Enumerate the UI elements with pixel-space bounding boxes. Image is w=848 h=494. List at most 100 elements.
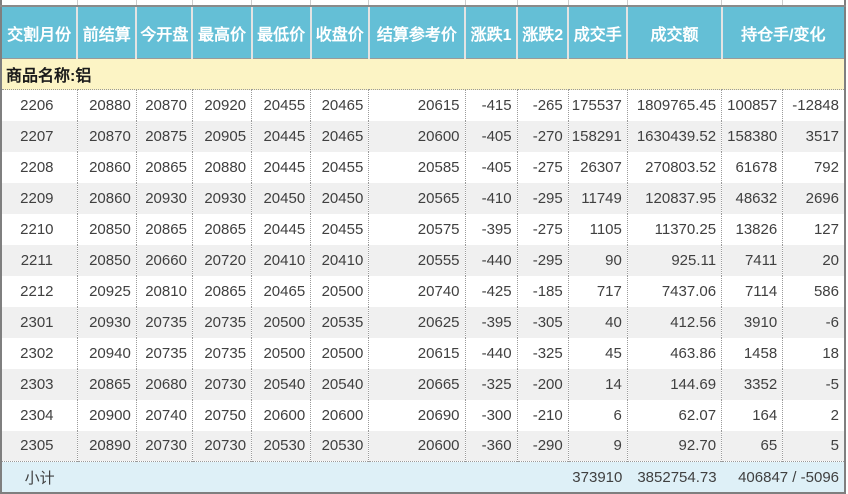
- stub-cell: [310, 0, 370, 7]
- value-cell: 20890: [77, 430, 137, 462]
- value-cell: 3910: [721, 306, 784, 338]
- contract-month-cell: 2209: [1, 182, 78, 214]
- value-cell: 717: [568, 275, 628, 307]
- value-cell: 20465: [251, 275, 312, 307]
- value-cell: 20555: [368, 244, 466, 276]
- value-cell: 20865: [77, 368, 137, 400]
- value-cell: 1630439.52: [627, 120, 723, 152]
- value-cell: 20730: [192, 368, 253, 400]
- value-cell: 20690: [368, 399, 466, 431]
- contract-row[interactable]: 2302 20940 20735 20735 20500 20500 20615 -440 -3…: [1, 337, 845, 369]
- value-cell: 20445: [251, 120, 312, 152]
- value-cell: -325: [517, 337, 569, 369]
- value-cell: 20850: [77, 213, 137, 245]
- subtotal-label: 小计: [1, 461, 78, 494]
- value-cell: 5: [782, 430, 845, 462]
- contract-row[interactable]: 2303 20865 20680 20730 20540 20540 20665 -325 -2…: [1, 368, 845, 400]
- value-cell: 62.07: [627, 399, 723, 431]
- value-cell: 270803.52: [627, 151, 723, 183]
- stub-cell: [517, 0, 569, 7]
- value-cell: 7114: [721, 275, 784, 307]
- value-cell: 90: [568, 244, 628, 276]
- contract-row[interactable]: 2208 20860 20865 20880 20445 20455 20585 -405 -2…: [1, 151, 845, 183]
- value-cell: 20575: [368, 213, 466, 245]
- value-cell: 20665: [368, 368, 466, 400]
- subtotal-empty-cell: [192, 461, 252, 494]
- commodity-group-row: 商品名称:铝: [1, 58, 845, 90]
- value-cell: -440: [465, 244, 518, 276]
- value-cell: -395: [465, 213, 518, 245]
- value-cell: -415: [465, 89, 518, 121]
- column-header: 今开盘: [136, 6, 194, 59]
- contract-month-cell: 2208: [1, 151, 78, 183]
- contract-row[interactable]: 2305 20890 20730 20730 20530 20530 20600 -360 -2…: [1, 430, 845, 462]
- value-cell: -200: [517, 368, 569, 400]
- value-cell: 20920: [192, 89, 253, 121]
- value-cell: -395: [465, 306, 518, 338]
- stub-cell: [1, 0, 78, 7]
- value-cell: -410: [465, 182, 518, 214]
- value-cell: -5: [782, 368, 845, 400]
- contract-month-cell: 2211: [1, 244, 78, 276]
- value-cell: 20535: [310, 306, 370, 338]
- value-cell: 20660: [136, 244, 193, 276]
- value-cell: 20: [782, 244, 845, 276]
- stub-cell: [627, 0, 723, 7]
- value-cell: -275: [517, 213, 569, 245]
- contract-row[interactable]: 2207 20870 20875 20905 20445 20465 20600 -405 -2…: [1, 120, 845, 152]
- value-cell: 412.56: [627, 306, 723, 338]
- value-cell: 20740: [368, 275, 466, 307]
- value-cell: -12848: [782, 89, 845, 121]
- value-cell: 1458: [721, 337, 784, 369]
- value-cell: 20445: [251, 213, 312, 245]
- value-cell: 20530: [251, 430, 312, 462]
- value-cell: 20750: [192, 399, 253, 431]
- subtotal-empty-cell: [465, 461, 518, 494]
- value-cell: 20930: [192, 182, 253, 214]
- value-cell: 7437.06: [627, 275, 723, 307]
- value-cell: 20870: [77, 120, 137, 152]
- value-cell: 20875: [136, 120, 193, 152]
- value-cell: 463.86: [627, 337, 723, 369]
- contract-row[interactable]: 2304 20900 20740 20750 20600 20600 20690 -300 -2…: [1, 399, 845, 431]
- value-cell: -210: [517, 399, 569, 431]
- column-header: 前结算: [77, 6, 138, 59]
- value-cell: -185: [517, 275, 569, 307]
- subtotal-empty-cell: [251, 461, 311, 494]
- value-cell: 20450: [251, 182, 312, 214]
- stub-cell: [77, 0, 137, 7]
- value-cell: 2: [782, 399, 845, 431]
- value-cell: 13826: [721, 213, 784, 245]
- contract-month-cell: 2302: [1, 337, 78, 369]
- contract-row[interactable]: 2212 20925 20810 20865 20465 20500 20740 -425 -1…: [1, 275, 845, 307]
- value-cell: 20500: [310, 275, 370, 307]
- subtotal-open-interest-change: 406847 / -5096: [721, 461, 845, 494]
- value-cell: -275: [517, 151, 569, 183]
- value-cell: 20500: [310, 337, 370, 369]
- value-cell: 20500: [251, 306, 312, 338]
- contract-row[interactable]: 2301 20930 20735 20735 20500 20535 20625 -395 -3…: [1, 306, 845, 338]
- value-cell: 20410: [251, 244, 312, 276]
- column-header-row: 交割月份 前结算 今开盘 最高价 最低价 收盘价 结算参考价 涨跌1 涨跌2 成交手 成交额 持仓手/…: [1, 6, 845, 59]
- value-cell: 20925: [77, 275, 137, 307]
- value-cell: 127: [782, 213, 845, 245]
- value-cell: 20865: [136, 213, 193, 245]
- value-cell: 7411: [721, 244, 784, 276]
- value-cell: -295: [517, 244, 569, 276]
- contract-row[interactable]: 2211 20850 20660 20720 20410 20410 20555 -440 -2…: [1, 244, 845, 276]
- value-cell: 20900: [77, 399, 137, 431]
- column-header: 最高价: [192, 6, 253, 59]
- value-cell: 20930: [136, 182, 193, 214]
- top-stub-row: [1, 0, 845, 7]
- contract-month-cell: 2212: [1, 275, 78, 307]
- value-cell: 20585: [368, 151, 466, 183]
- contract-row[interactable]: 2210 20850 20865 20865 20445 20455 20575 -395 -2…: [1, 213, 845, 245]
- value-cell: 120837.95: [627, 182, 723, 214]
- value-cell: 20860: [77, 151, 137, 183]
- value-cell: 61678: [721, 151, 784, 183]
- contract-row[interactable]: 2206 20880 20870 20920 20455 20465 20615 -415 -2…: [1, 89, 845, 121]
- value-cell: 20930: [77, 306, 137, 338]
- column-header: 成交额: [627, 6, 723, 59]
- stub-cell: [465, 0, 518, 7]
- contract-row[interactable]: 2209 20860 20930 20930 20450 20450 20565 -410 -2…: [1, 182, 845, 214]
